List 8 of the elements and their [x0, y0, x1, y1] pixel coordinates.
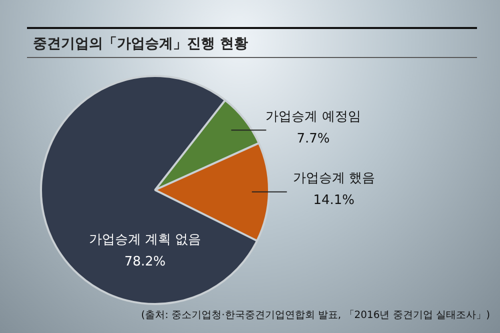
- data-label: 14.1%: [313, 193, 355, 208]
- chart-title: 중견기업의「가업승계」진행 현황: [27, 27, 477, 58]
- slice-label: 가업승계 했음: [292, 171, 375, 186]
- data-label: 7.7%: [296, 132, 330, 147]
- slice-label: 가업승계 예정임: [266, 110, 361, 125]
- slice-label: 가업승계 계획 없음: [88, 232, 202, 248]
- text: (출처: 중소기업청·한국중견기업연합회 발표, 「2016년 중견기업 실태조사」): [141, 308, 490, 322]
- data-label: 78.2%: [124, 254, 166, 270]
